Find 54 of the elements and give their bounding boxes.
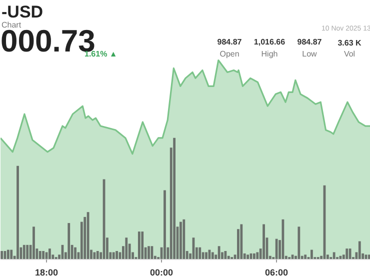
bar bbox=[42, 250, 45, 260]
chart-subtitle: Chart bbox=[2, 20, 22, 30]
bar bbox=[253, 253, 256, 260]
bar bbox=[224, 250, 227, 260]
text: 1,016.66 bbox=[254, 38, 286, 46]
bar bbox=[116, 250, 118, 260]
bar bbox=[205, 252, 208, 260]
bar bbox=[240, 224, 243, 260]
x-tick-label: 00:00 bbox=[150, 268, 174, 278]
bar bbox=[182, 219, 186, 260]
bar bbox=[304, 254, 307, 260]
bar bbox=[164, 190, 166, 260]
bar bbox=[16, 166, 19, 260]
text: Vol bbox=[344, 50, 356, 58]
bar bbox=[310, 250, 313, 260]
bar bbox=[6, 250, 10, 260]
bar bbox=[0, 250, 3, 260]
chart-title: -USD bbox=[2, 2, 44, 22]
text: Low bbox=[302, 50, 318, 58]
x-tick-label: 18:00 bbox=[35, 268, 58, 278]
bar bbox=[138, 232, 140, 260]
bar bbox=[22, 244, 26, 260]
bar bbox=[68, 223, 70, 260]
bar bbox=[346, 248, 348, 260]
bar bbox=[148, 246, 150, 260]
bar bbox=[173, 138, 176, 260]
text: 3.63 K bbox=[338, 38, 362, 48]
text: 984.87 bbox=[297, 38, 322, 46]
bar bbox=[262, 224, 265, 260]
bar bbox=[368, 254, 370, 260]
bar bbox=[358, 241, 361, 260]
bar bbox=[112, 252, 115, 260]
bar bbox=[198, 247, 202, 260]
bar bbox=[48, 248, 51, 260]
bar bbox=[74, 247, 76, 260]
bar bbox=[38, 250, 42, 260]
text: Open bbox=[220, 50, 240, 58]
bar bbox=[26, 244, 29, 260]
bar bbox=[275, 238, 278, 260]
bar bbox=[332, 252, 336, 260]
bar bbox=[298, 226, 300, 260]
bar bbox=[180, 222, 182, 260]
bar bbox=[93, 252, 96, 260]
bar bbox=[246, 254, 250, 260]
bar bbox=[10, 250, 13, 260]
bar bbox=[32, 226, 35, 260]
bar bbox=[125, 238, 128, 260]
text: High bbox=[261, 50, 278, 58]
text: 984.87 bbox=[217, 38, 242, 46]
bar bbox=[141, 232, 144, 260]
bar bbox=[96, 250, 99, 260]
x-tick-label: 06:00 bbox=[265, 268, 288, 278]
bar bbox=[256, 252, 259, 260]
bar bbox=[211, 252, 214, 260]
